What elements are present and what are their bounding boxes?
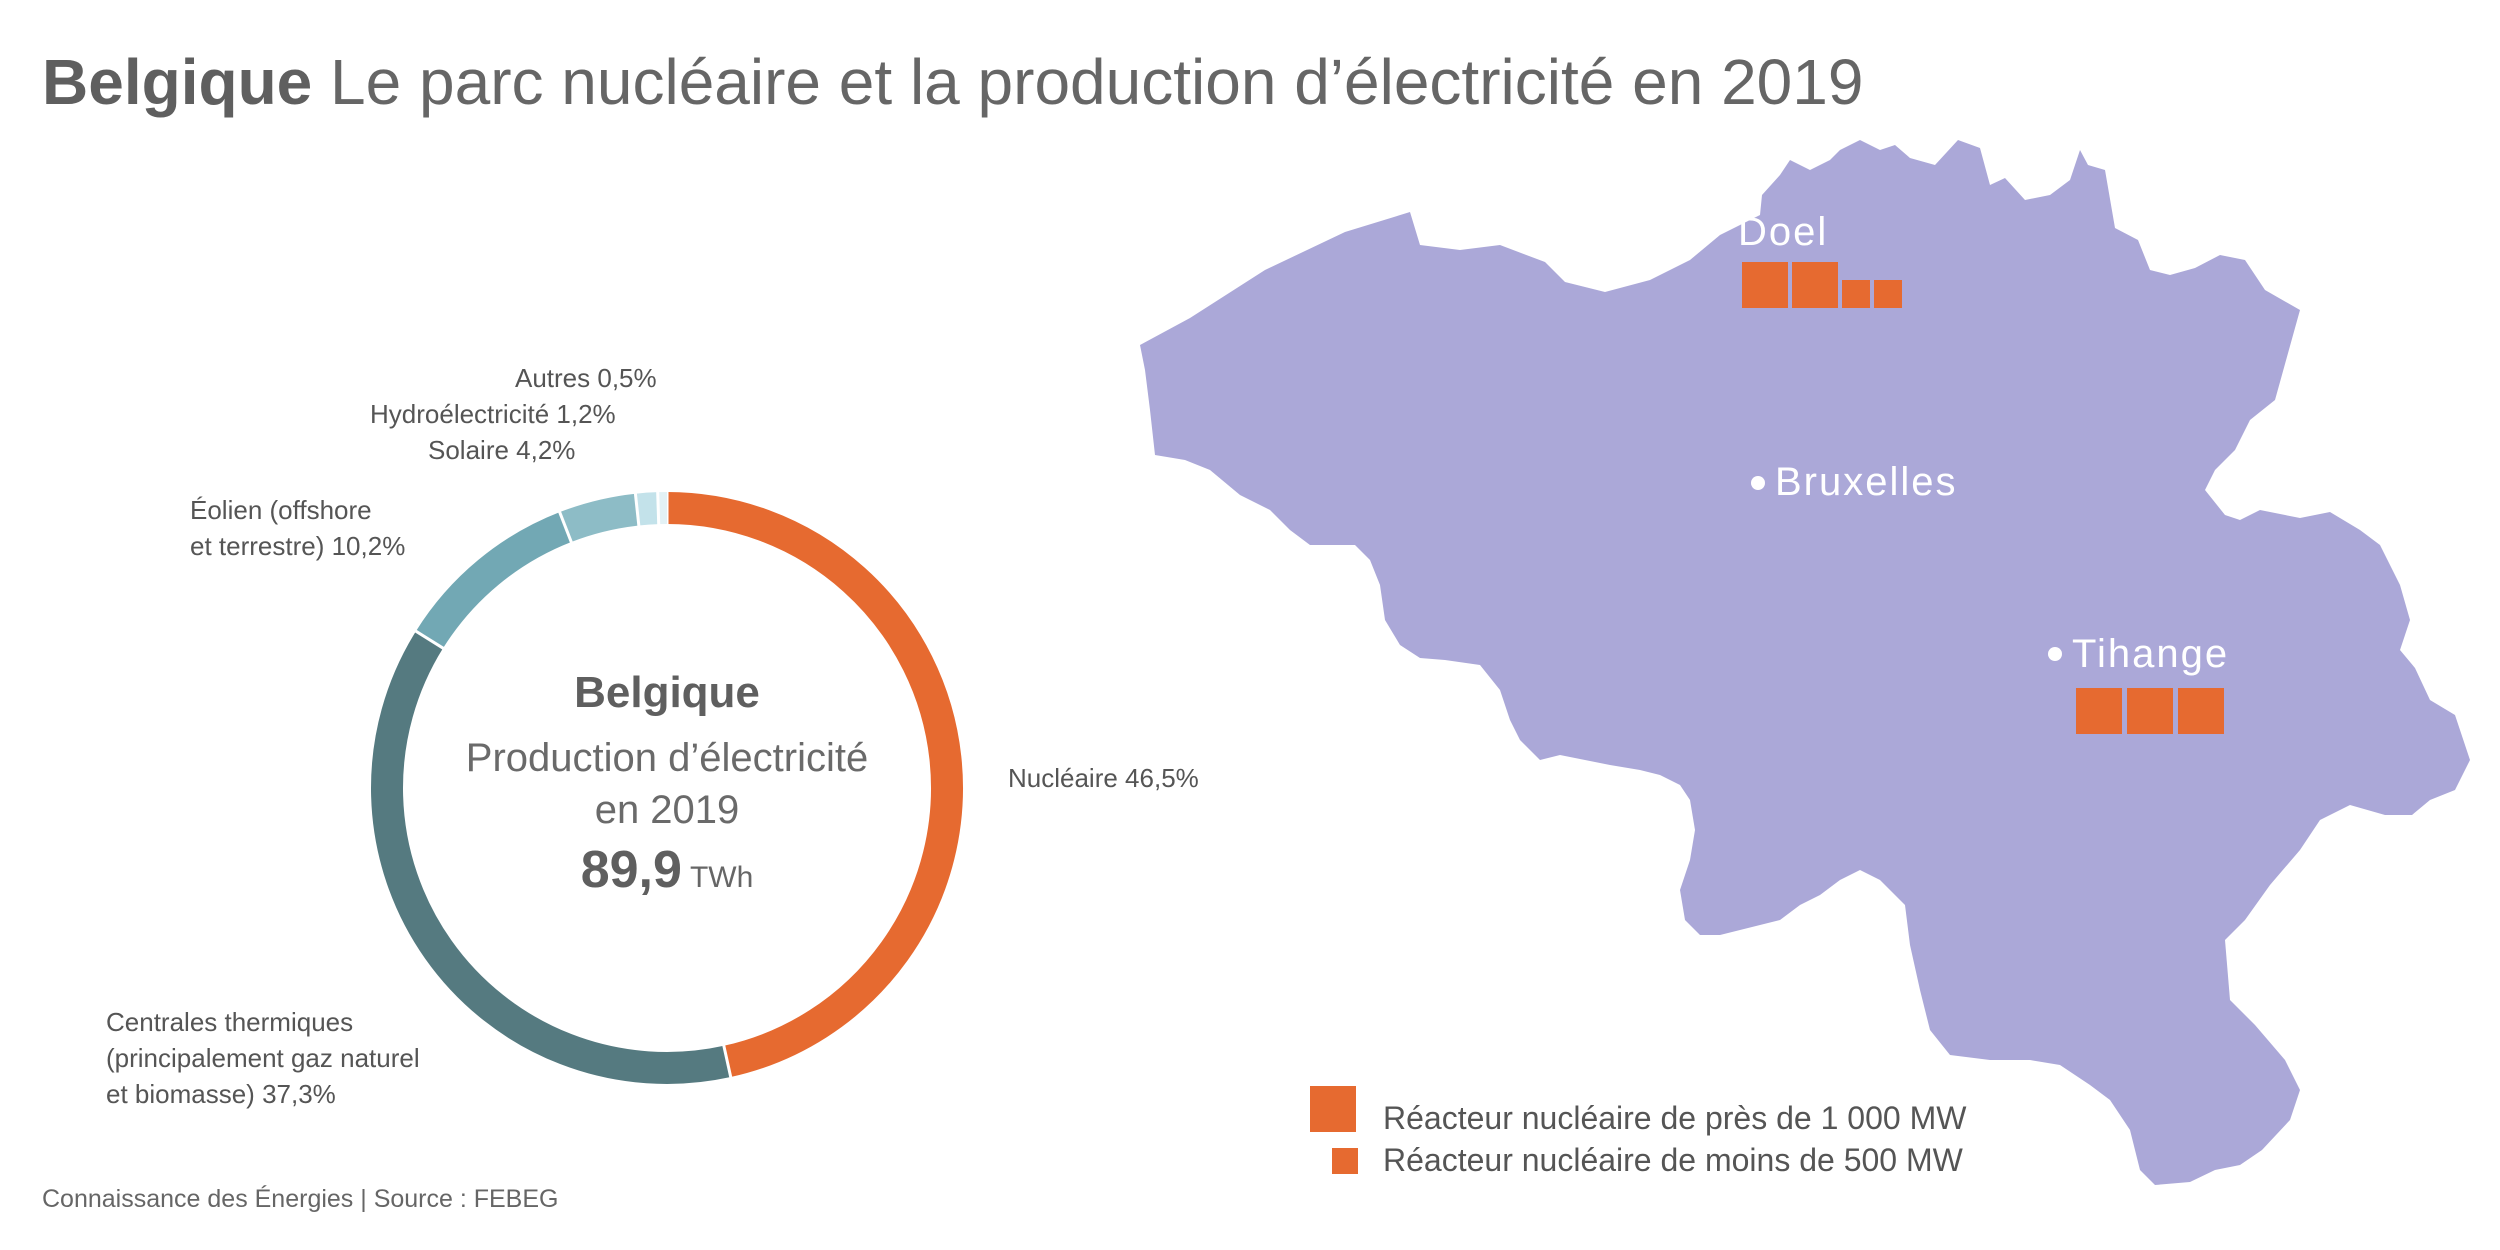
slice-label-thermique: Centrales thermiques (principalement gaz…	[106, 1007, 420, 1109]
donut-center-subtitle: Production d’électricité en 2019	[465, 736, 869, 832]
city-label-doel: Doel	[1738, 210, 1829, 254]
donut-slice-solaire	[559, 493, 640, 543]
bruxelles-dot	[1751, 476, 1765, 490]
reactor-large	[2127, 688, 2173, 734]
title-country: Belgique	[42, 46, 313, 118]
slice-label-autres: Autres 0,5%	[515, 363, 657, 393]
legend-large-label: Réacteur nucléaire de près de 1 000 MW	[1383, 1100, 1967, 1136]
slice-label-nucleaire: Nucléaire 46,5%	[1008, 763, 1199, 793]
belgium-map	[1140, 140, 2470, 1185]
slice-label-hydro: Hydroélectricité 1,2%	[370, 399, 616, 429]
donut-slice-eolien	[415, 512, 572, 649]
legend-small-swatch	[1332, 1148, 1358, 1174]
legend-small-label: Réacteur nucléaire de moins de 500 MW	[1383, 1142, 1963, 1178]
donut-slice-separator	[722, 1044, 733, 1079]
donut-slice-separator	[557, 510, 574, 544]
donut-slice-hydroelectricite	[635, 492, 659, 526]
donut-chart	[371, 491, 963, 1084]
donut-center-total: 89,9 TWh	[417, 840, 917, 900]
total-unit: TWh	[689, 861, 754, 894]
doel-dot	[1718, 217, 1732, 231]
slice-label-solaire: Solaire 4,2%	[428, 435, 576, 465]
tihange-dot	[2048, 647, 2062, 661]
total-value: 89,9	[580, 841, 682, 899]
source-note: Connaissance des Énergies | Source : FEB…	[42, 1185, 559, 1213]
donut-slice-centrales	[371, 631, 731, 1084]
page-title: Belgique Le parc nucléaire et la product…	[42, 42, 1863, 122]
slice-label-eolien: Éolien (offshore et terrestre) 10,2%	[190, 495, 406, 561]
donut-slice-separator	[656, 491, 661, 526]
legend-large-swatch	[1310, 1086, 1356, 1132]
reactor-small	[1874, 280, 1902, 308]
reactor-large	[1792, 262, 1838, 308]
city-label-bruxelles: Bruxelles	[1775, 460, 1958, 504]
donut-slice-nucleaire	[666, 492, 963, 1078]
donut-center-title: Belgique	[574, 668, 760, 717]
donut-slice-separator	[633, 492, 641, 527]
reactor-large	[2178, 688, 2224, 734]
title-text: Le parc nucléaire et la production d’éle…	[330, 46, 1864, 118]
reactor-small	[1842, 280, 1870, 308]
donut-slice-separator	[414, 629, 445, 650]
reactor-large	[1742, 262, 1788, 308]
reactor-large	[2076, 688, 2122, 734]
city-label-tihange: Tihange	[2072, 632, 2230, 676]
